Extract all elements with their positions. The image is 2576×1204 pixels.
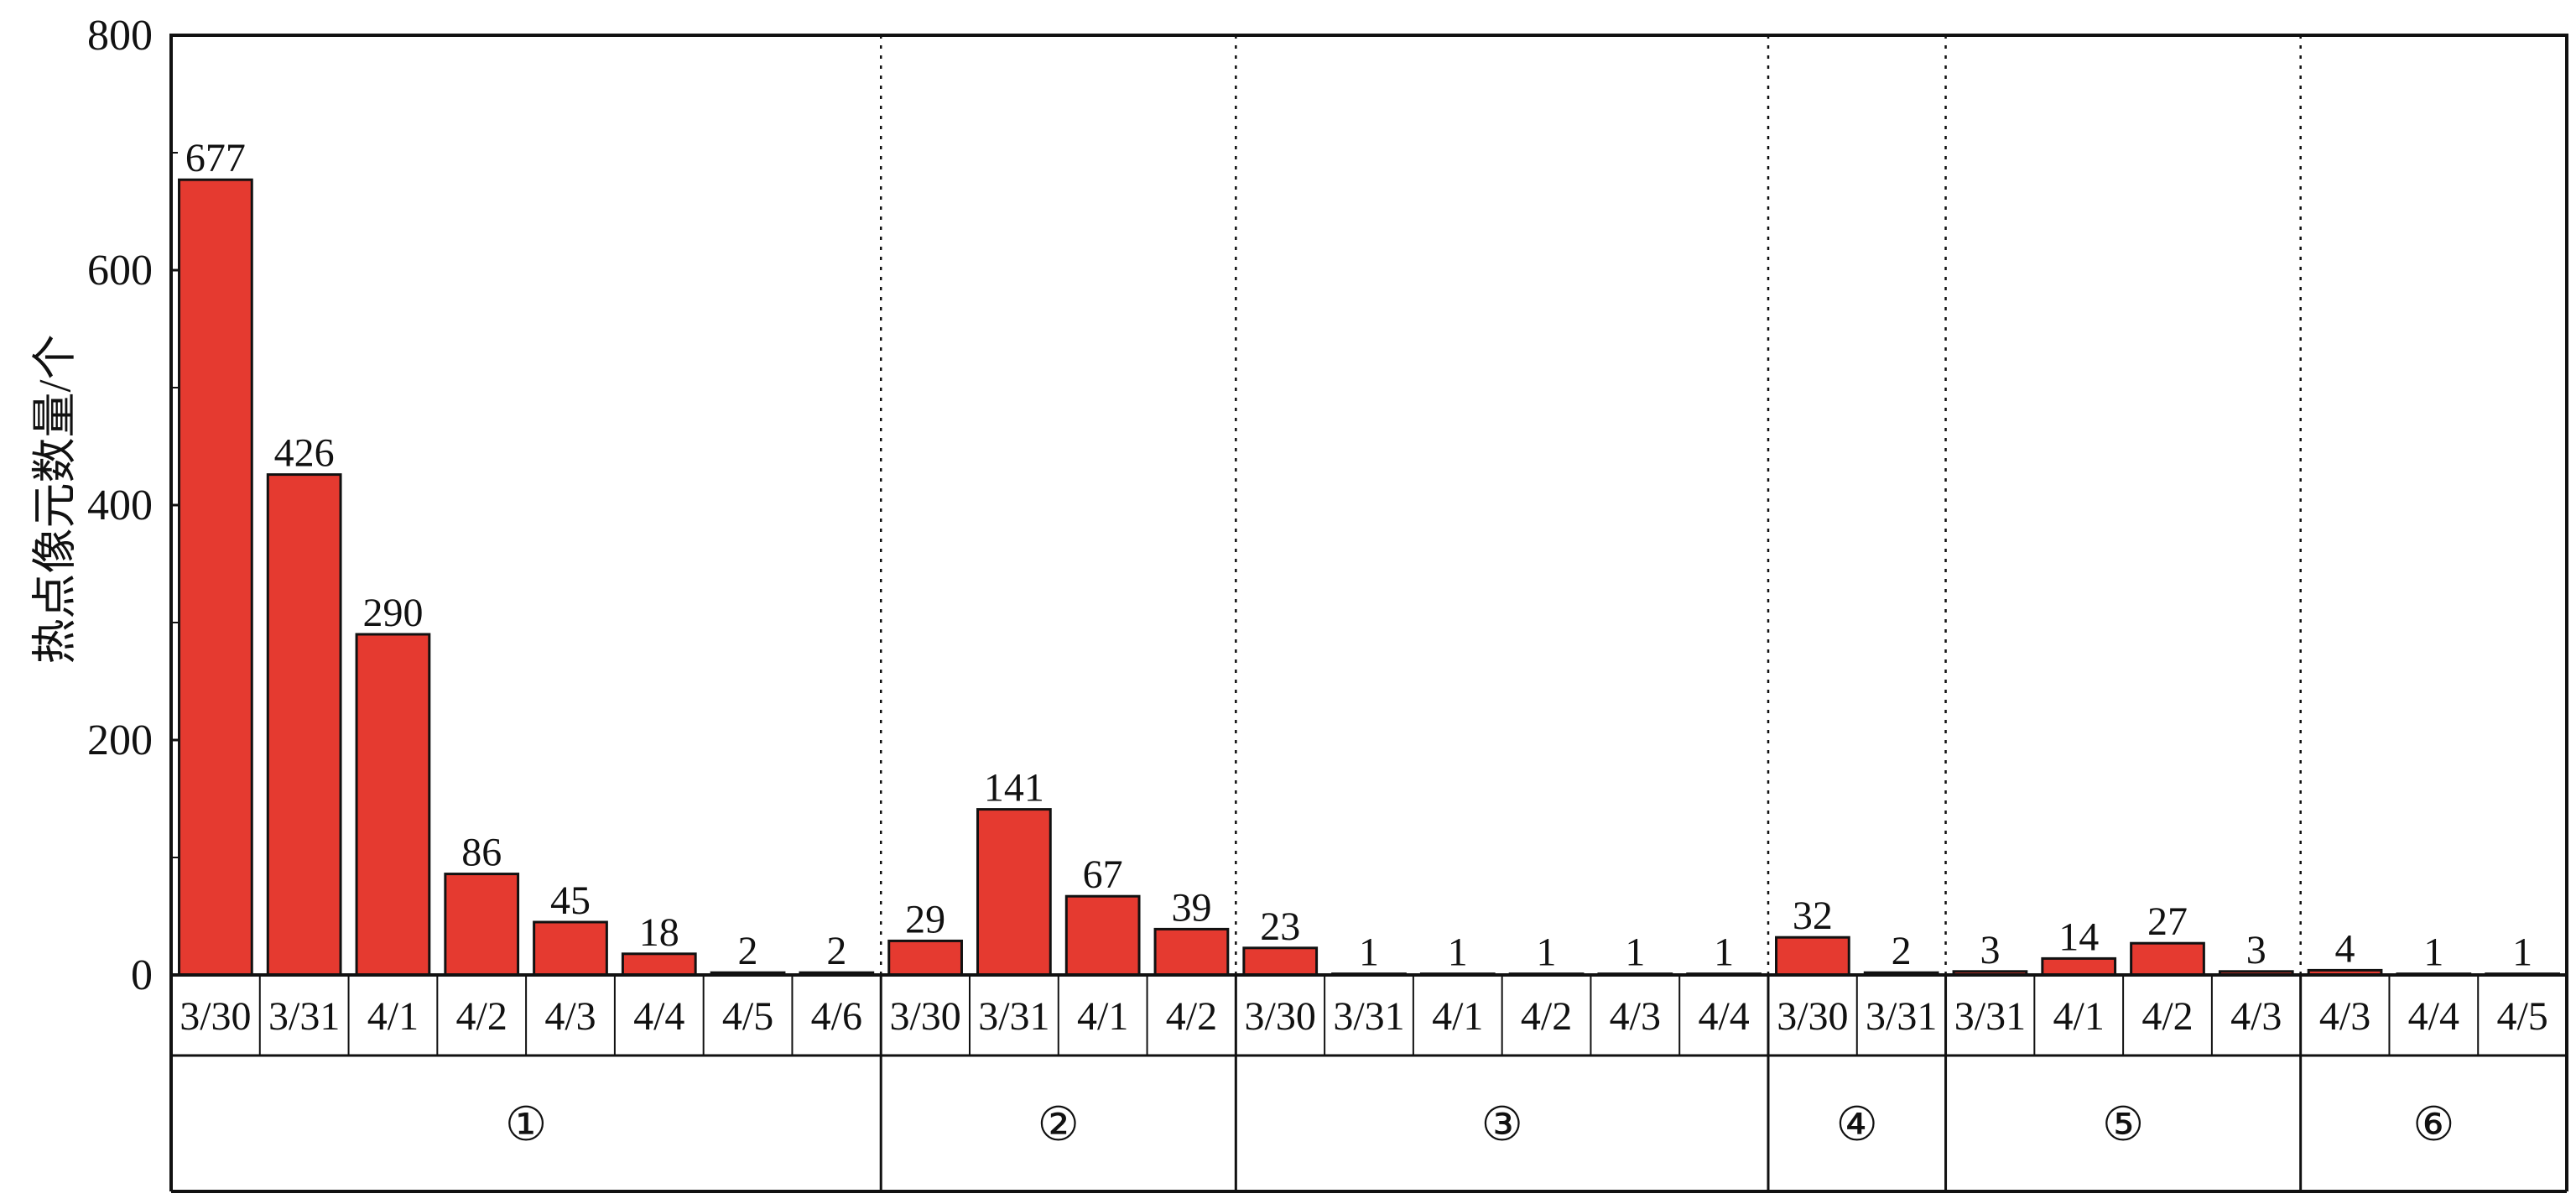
bar-value-label: 1 xyxy=(1448,930,1468,975)
category-label: 4/3 xyxy=(2319,994,2370,1039)
category-label: 4/1 xyxy=(367,994,419,1039)
bar-value-label: 18 xyxy=(639,910,679,955)
category-label: 3/31 xyxy=(1333,994,1404,1039)
bar-value-label: 1 xyxy=(1537,930,1557,975)
category-label: 3/31 xyxy=(978,994,1049,1039)
bar-value-label: 677 xyxy=(185,136,246,180)
category-label: 3/30 xyxy=(889,994,960,1039)
category-label: 4/5 xyxy=(722,994,773,1039)
bar-value-label: 426 xyxy=(274,431,335,476)
bar xyxy=(533,920,608,977)
bar-value-label: 1 xyxy=(1359,930,1379,975)
group-label: ② xyxy=(1038,1099,1080,1151)
category-label: 3/30 xyxy=(1245,994,1316,1039)
bar xyxy=(2041,956,2117,977)
y-tick-label: 400 xyxy=(87,482,153,529)
group-label: ③ xyxy=(1481,1099,1523,1151)
bar xyxy=(1064,894,1141,977)
bar-value-label: 23 xyxy=(1260,904,1300,949)
bar-value-label: 2 xyxy=(738,929,758,973)
category-label: 4/2 xyxy=(2141,994,2193,1039)
category-label: 4/2 xyxy=(1521,994,1572,1039)
y-tick-label: 0 xyxy=(131,951,153,999)
category-label: 4/3 xyxy=(1610,994,1661,1039)
category-label: 4/3 xyxy=(2230,994,2282,1039)
category-label: 3/31 xyxy=(1866,994,1937,1039)
category-label: 4/4 xyxy=(2408,994,2459,1039)
category-label: 3/31 xyxy=(268,994,340,1039)
bar xyxy=(2130,941,2205,977)
category-label: 3/30 xyxy=(1777,994,1848,1039)
category-label: 3/30 xyxy=(180,994,251,1039)
category-label: 4/1 xyxy=(2053,994,2105,1039)
category-label: 4/3 xyxy=(544,994,596,1039)
bar-value-label: 141 xyxy=(984,766,1044,810)
category-label: 4/6 xyxy=(811,994,862,1039)
bar-value-label: 86 xyxy=(461,831,502,875)
category-label: 4/2 xyxy=(456,994,507,1039)
bar-value-label: 2 xyxy=(826,929,846,973)
group-label: ⑤ xyxy=(2102,1099,2144,1151)
bar-value-label: 1 xyxy=(1714,930,1734,975)
bar xyxy=(976,808,1052,977)
bar xyxy=(887,939,963,977)
bar-value-label: 29 xyxy=(905,897,945,941)
group-label: ① xyxy=(505,1099,547,1151)
bar-value-label: 27 xyxy=(2147,899,2188,944)
bar-value-label: 1 xyxy=(2423,930,2443,975)
bar xyxy=(178,178,253,977)
category-label: 3/31 xyxy=(1954,994,2026,1039)
category-label: 4/4 xyxy=(1698,994,1749,1039)
category-label: 4/4 xyxy=(633,994,684,1039)
bar-value-label: 39 xyxy=(1171,885,1211,930)
bar-value-label: 4 xyxy=(2335,926,2355,971)
y-tick-label: 800 xyxy=(87,12,153,60)
category-label: 4/1 xyxy=(1432,994,1483,1039)
plot-frame xyxy=(169,34,2568,977)
bar xyxy=(1153,927,1230,977)
y-axis-label: 热点像元数量/个 xyxy=(29,334,81,665)
category-label: 4/5 xyxy=(2496,994,2547,1039)
y-tick-label: 200 xyxy=(87,717,153,764)
bar-value-label: 67 xyxy=(1083,852,1123,897)
bar xyxy=(1242,946,1319,977)
y-tick-label: 600 xyxy=(87,247,153,294)
bar xyxy=(621,952,697,977)
bar-value-label: 45 xyxy=(550,878,591,923)
bar-value-label: 2 xyxy=(1892,929,1912,973)
group-label: ⑥ xyxy=(2412,1099,2454,1151)
bar xyxy=(355,633,431,977)
bar-value-label: 1 xyxy=(1625,930,1645,975)
bar xyxy=(266,473,342,977)
bar xyxy=(444,873,520,977)
bar xyxy=(1775,936,1850,977)
bar-value-label: 3 xyxy=(1980,928,2000,972)
bar-value-label: 290 xyxy=(362,591,423,635)
bar-value-label: 1 xyxy=(2512,930,2532,975)
bar-value-label: 32 xyxy=(1793,894,1833,938)
bar-value-label: 3 xyxy=(2246,928,2266,972)
bar-value-label: 14 xyxy=(2058,915,2099,959)
group-label: ④ xyxy=(1836,1099,1878,1151)
category-label: 4/2 xyxy=(1166,994,1217,1039)
category-label: 4/1 xyxy=(1077,994,1128,1039)
